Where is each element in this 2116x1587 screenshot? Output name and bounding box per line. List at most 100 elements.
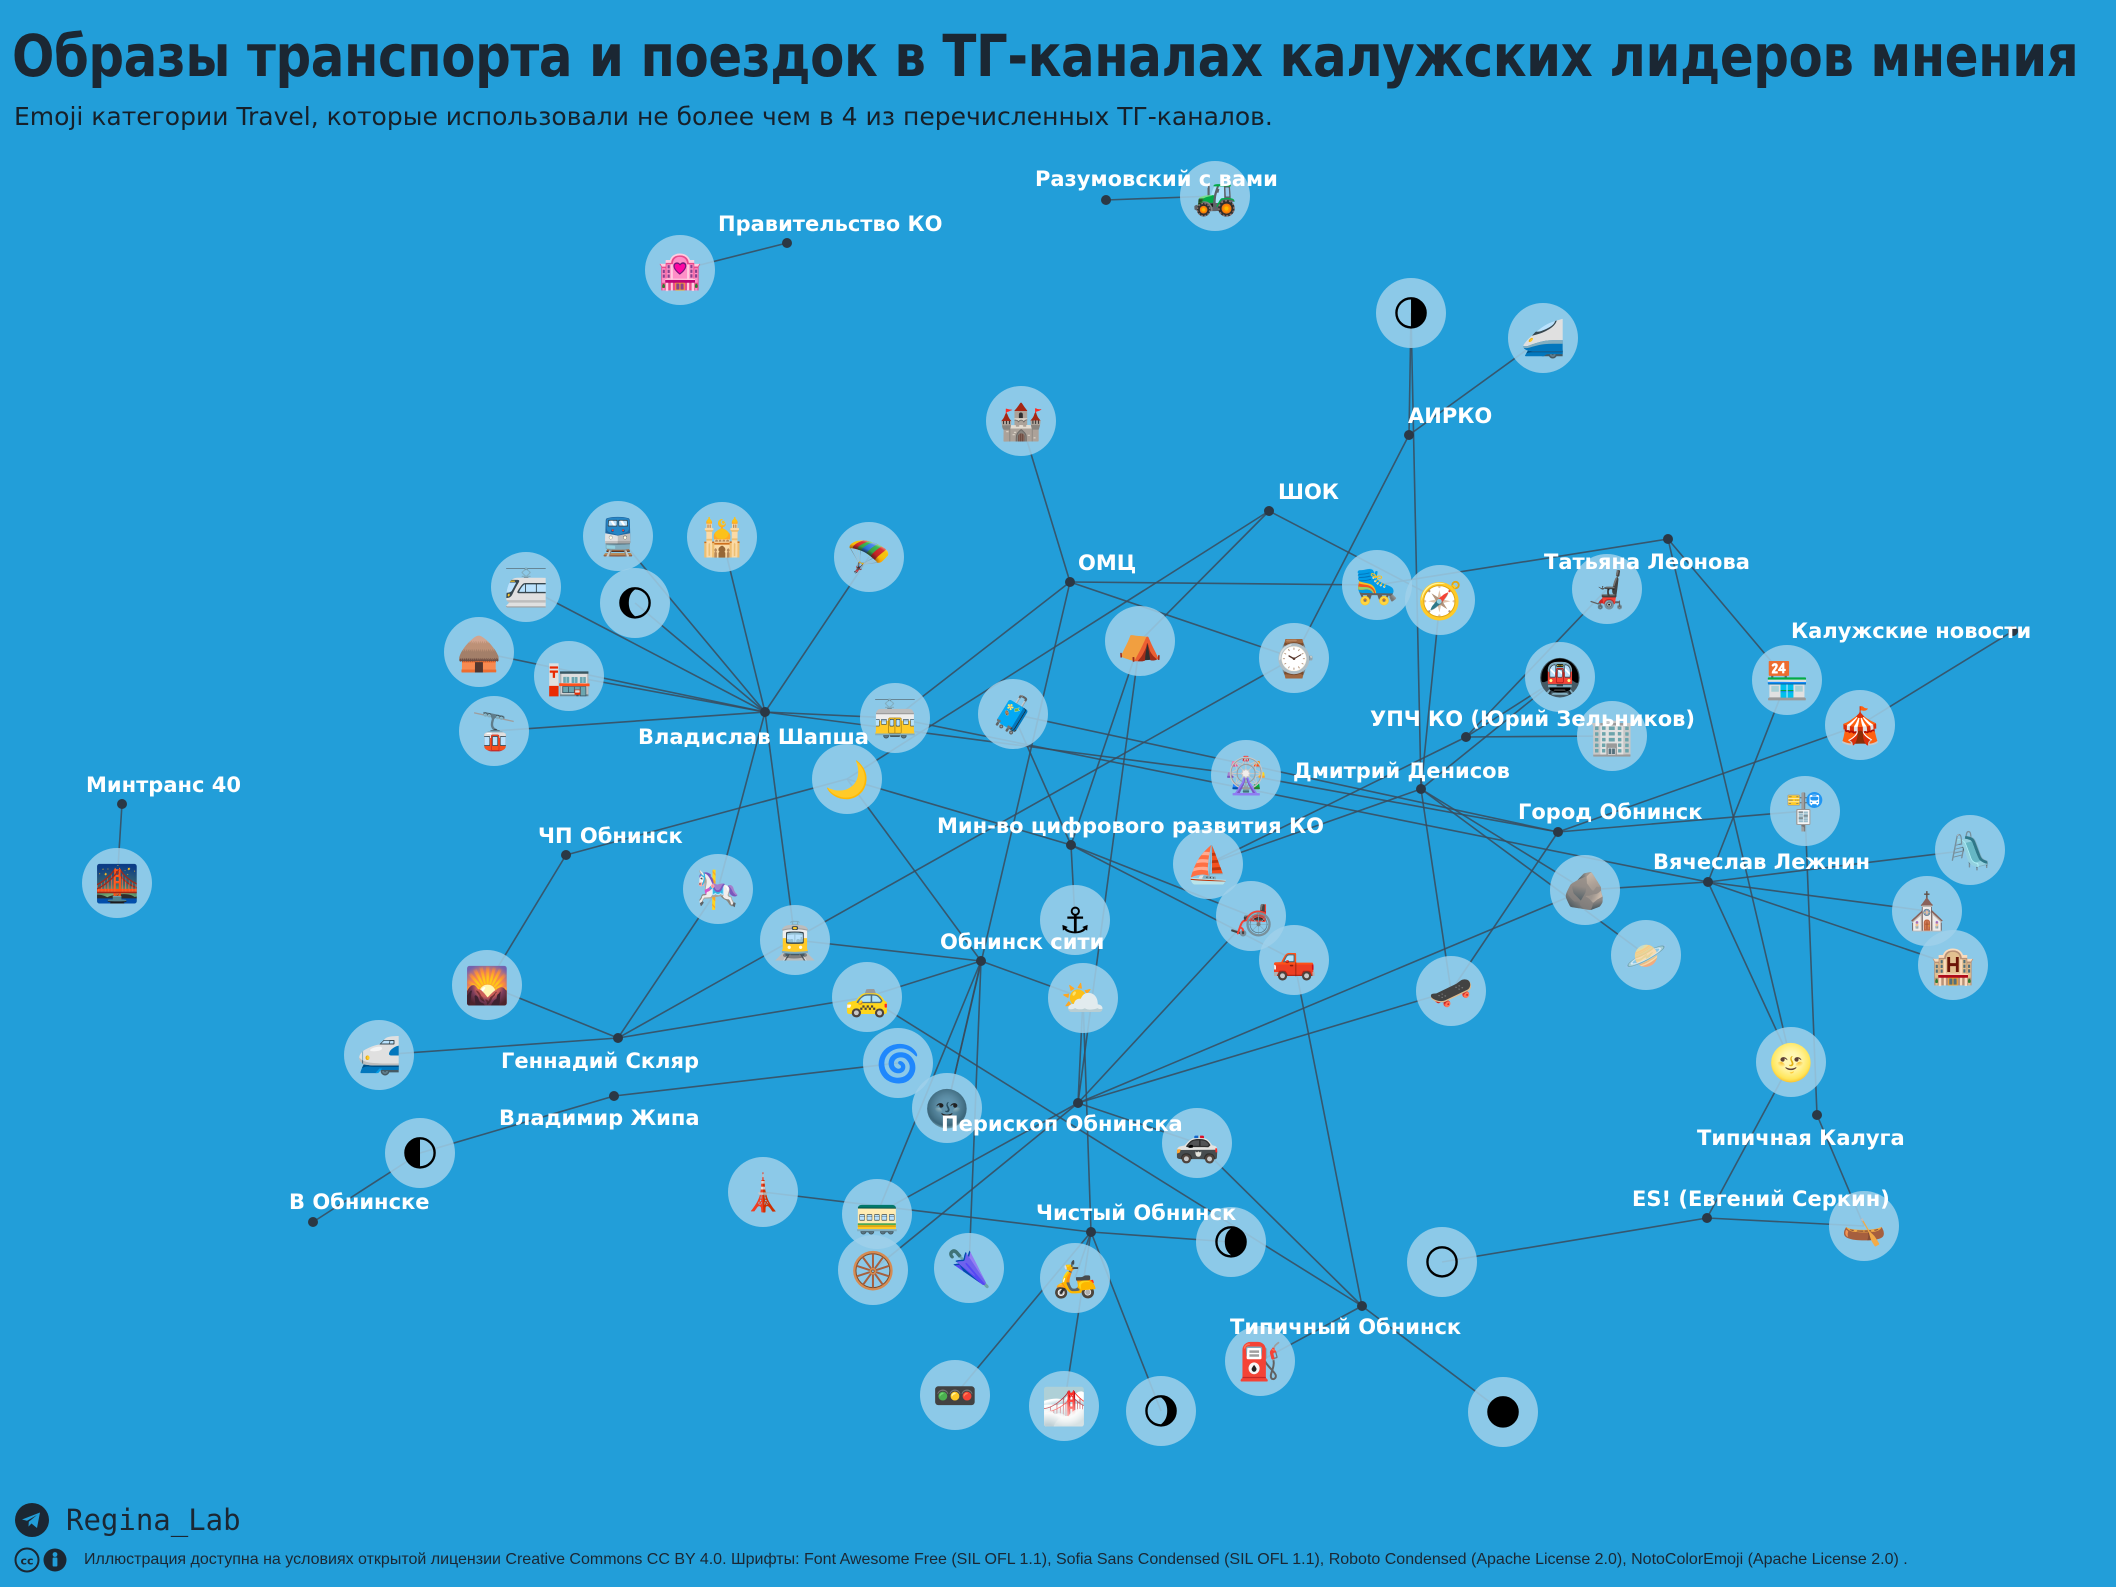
wheel-icon: 🛞: [838, 1235, 908, 1305]
sailboat-glyph: ⛵: [1186, 844, 1231, 886]
taxi-circle: [832, 962, 902, 1032]
edge-tipichny-obninsk-pickup-truck: [1293, 959, 1363, 1307]
watch-icon: ⌚: [1259, 623, 1329, 693]
canoe-glyph: 🛶: [1842, 1207, 1887, 1248]
circus-tent-circle: [1825, 690, 1895, 760]
hotel-icon: 🏨: [1918, 930, 1988, 1000]
channel-kaluga-news-dot: [2008, 626, 2018, 636]
watch-glyph: ⌚: [1272, 638, 1317, 680]
edge-periskop-skateboard: [1077, 990, 1452, 1104]
train-glyph: 🚆: [596, 516, 641, 558]
crescent-moon-icon: 🌙: [812, 744, 882, 814]
first-quarter-moon-glyph: 🌓: [401, 1134, 439, 1175]
tractor-circle: [1180, 161, 1250, 231]
rock-glyph: 🪨: [1563, 871, 1608, 912]
channel-omc-dot: [1065, 577, 1075, 587]
tractor-glyph: 🚜: [1193, 177, 1238, 218]
roller-skate-circle: [1342, 550, 1412, 620]
channel-kaluga-news-label: Калужские новости: [1791, 619, 2031, 643]
edge-omc-watch: [1069, 581, 1295, 659]
edge-upch-sailboat: [1207, 736, 1467, 865]
church-circle: [1892, 876, 1962, 946]
ferris-wheel-icon: 🎡: [1211, 740, 1281, 810]
channel-shapsha-label: Владислав Шапша: [638, 725, 869, 749]
edge-periskop-wheel: [872, 1102, 1079, 1271]
channel-pravitelstvo-label: Правительство КО: [718, 212, 943, 236]
light-rail-circle: [491, 552, 561, 622]
channel-gorod-obninsk-dot: [1553, 827, 1563, 837]
ferris-wheel-glyph: 🎡: [1224, 755, 1269, 797]
edge-airko-watch: [1293, 434, 1410, 659]
roller-skate-glyph: 🛼: [1355, 566, 1400, 607]
compass-circle: [1405, 565, 1475, 635]
sun-behind-cloud-icon: ⛅: [1048, 963, 1118, 1033]
new-moon-circle: [1468, 1377, 1538, 1447]
mosque-glyph: 🕌: [700, 516, 745, 559]
sailboat-icon: ⛵: [1173, 829, 1243, 899]
last-quarter-moon-icon: 🌗: [1376, 278, 1446, 348]
taxi-glyph: 🚕: [845, 978, 890, 1019]
manual-wheelchair-icon: 🦽: [1216, 881, 1286, 951]
castle-circle: [986, 386, 1056, 456]
luggage-glyph: 🧳: [991, 694, 1036, 736]
edge-layer: [116, 195, 2014, 1413]
channel-denisov-label: Дмитрий Денисов: [1293, 759, 1510, 783]
post-office-icon: 🏣: [534, 641, 604, 711]
fuel-pump-icon: ⛽: [1225, 1326, 1295, 1396]
channel-airko-dot: [1404, 430, 1414, 440]
motor-scooter-icon: 🛵: [1040, 1243, 1110, 1313]
train-icon: 🚆: [583, 501, 653, 571]
first-quarter-moon-icon: 🌓: [385, 1118, 455, 1188]
channel-leonova-label: Татьяна Леонова: [1544, 550, 1750, 574]
tram-car-circle: [860, 683, 930, 753]
full-moon-face-circle: [1756, 1027, 1826, 1097]
tent-glyph: ⛺: [1118, 622, 1163, 663]
telegram-icon: [15, 1503, 49, 1537]
cyclone-glyph: 🌀: [876, 1042, 921, 1085]
waning-gibbous-icon: 🌖: [1126, 1376, 1196, 1446]
tent-circle: [1105, 606, 1175, 676]
channel-tipichny-obninsk-label: Типичный Обнинск: [1230, 1315, 1461, 1339]
crescent-moon-glyph: 🌙: [825, 759, 870, 801]
channel-chisty-obninsk-label: Чистый Обнинск: [1036, 1201, 1236, 1225]
svg-text:cc: cc: [20, 1555, 33, 1568]
parachute-icon: 🪂: [834, 522, 904, 592]
edge-gorod-obninsk-bus-stop: [1557, 810, 1806, 833]
carousel-horse-circle: [683, 854, 753, 924]
channel-v-obninske-label: В Обнинске: [289, 1190, 430, 1214]
tokyo-tower-glyph: 🗼: [741, 1171, 786, 1214]
channel-leonova-dot: [1663, 534, 1673, 544]
bridge-fog-glyph: 🌁: [1042, 1386, 1087, 1428]
sun-behind-cloud-circle: [1048, 963, 1118, 1033]
fuel-pump-circle: [1225, 1326, 1295, 1396]
channel-es-serkin-dot: [1702, 1213, 1712, 1223]
anchor-circle: [1040, 885, 1110, 955]
edge-gorod-obninsk-luggage: [1012, 713, 1559, 833]
bullet-train-icon: 🚄: [1508, 303, 1578, 373]
playground-slide-icon: 🛝: [1935, 815, 2005, 885]
castle-icon: 🏰: [986, 386, 1056, 456]
umbrella-circle: [934, 1233, 1004, 1303]
channel-obninsk-city-dot: [976, 956, 986, 966]
aerial-tramway-icon: 🚡: [459, 696, 529, 766]
traffic-light-circle: [920, 1360, 990, 1430]
bridge-at-night-icon: 🌉: [82, 848, 152, 918]
channel-chisty-obninsk-dot: [1086, 1227, 1096, 1237]
last-quarter-moon-circle: [1376, 278, 1446, 348]
channel-airko-label: АИРКО: [1408, 404, 1492, 428]
channel-zhipa-label: Владимир Жипа: [499, 1106, 700, 1130]
skateboard-circle: [1416, 956, 1486, 1026]
channel-shok-label: ШОК: [1278, 480, 1339, 504]
shinkansen-circle: [344, 1020, 414, 1090]
playground-slide-glyph: 🛝: [1948, 830, 1993, 872]
edge-denisov-last-quarter-moon: [1410, 312, 1422, 790]
bus-stop-glyph: 🚏: [1783, 791, 1828, 833]
love-hotel-circle: [645, 235, 715, 305]
edge-lezhnin-convenience-store: [1707, 679, 1788, 883]
tram-icon: 🚊: [760, 905, 830, 975]
playground-slide-circle: [1935, 815, 2005, 885]
channel-es-serkin-label: ES! (Евгений Серкин): [1632, 1187, 1890, 1211]
sunrise-mountains-icon: 🌄: [452, 950, 522, 1020]
edge-lezhnin-tram-car: [894, 717, 1709, 883]
pickup-truck-glyph: 🛻: [1272, 941, 1317, 982]
